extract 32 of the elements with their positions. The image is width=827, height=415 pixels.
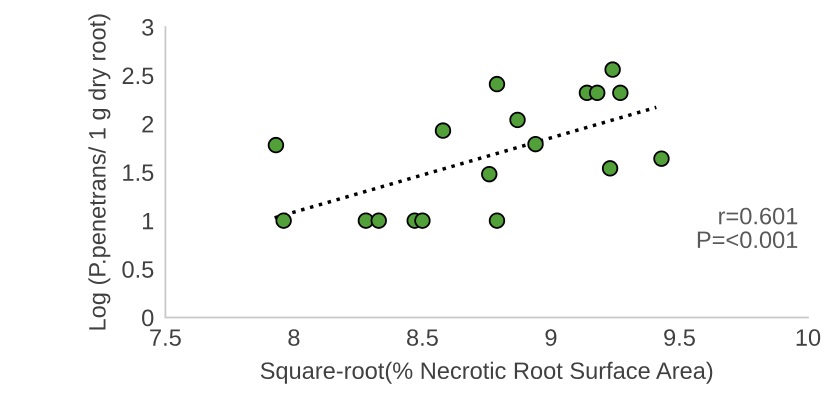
y-tick-label: 3 (142, 19, 154, 36)
point (653, 150, 670, 167)
point (434, 122, 452, 139)
y-tick-label: 1.5 (123, 164, 154, 182)
y-tick-label: 1 (142, 212, 154, 230)
y-tick-label: 0.5 (122, 261, 154, 278)
point (527, 136, 544, 152)
x-tick-label: 7.5 (150, 329, 181, 346)
x-tick-label: 10 (796, 329, 820, 346)
y-tick-label: 2 (142, 116, 154, 132)
point (589, 84, 606, 102)
point (414, 212, 431, 229)
x-tick-label: 9 (545, 329, 556, 346)
y-axis-title: Log (P.penetrans/ 1 g dry root) (88, 14, 110, 330)
point (602, 160, 618, 177)
annotation: P=<0.001 (698, 231, 798, 248)
point (612, 84, 629, 102)
point (268, 136, 284, 154)
point (604, 61, 621, 78)
point (275, 212, 292, 229)
point (488, 212, 506, 229)
point (488, 76, 506, 92)
x-tick-label: 9.5 (664, 329, 695, 346)
x-tick-label: 8 (288, 329, 300, 346)
point (370, 212, 387, 229)
x-axis-title: Square-root(% Necrotic Root Surface Area) (260, 362, 712, 384)
annotation: r=0.601 (719, 208, 798, 224)
point (509, 112, 526, 128)
point (481, 166, 498, 182)
x-tick-label: 8.5 (407, 329, 438, 346)
y-tick-label: 0 (142, 310, 154, 326)
y-tick-label: 2.5 (122, 67, 154, 84)
